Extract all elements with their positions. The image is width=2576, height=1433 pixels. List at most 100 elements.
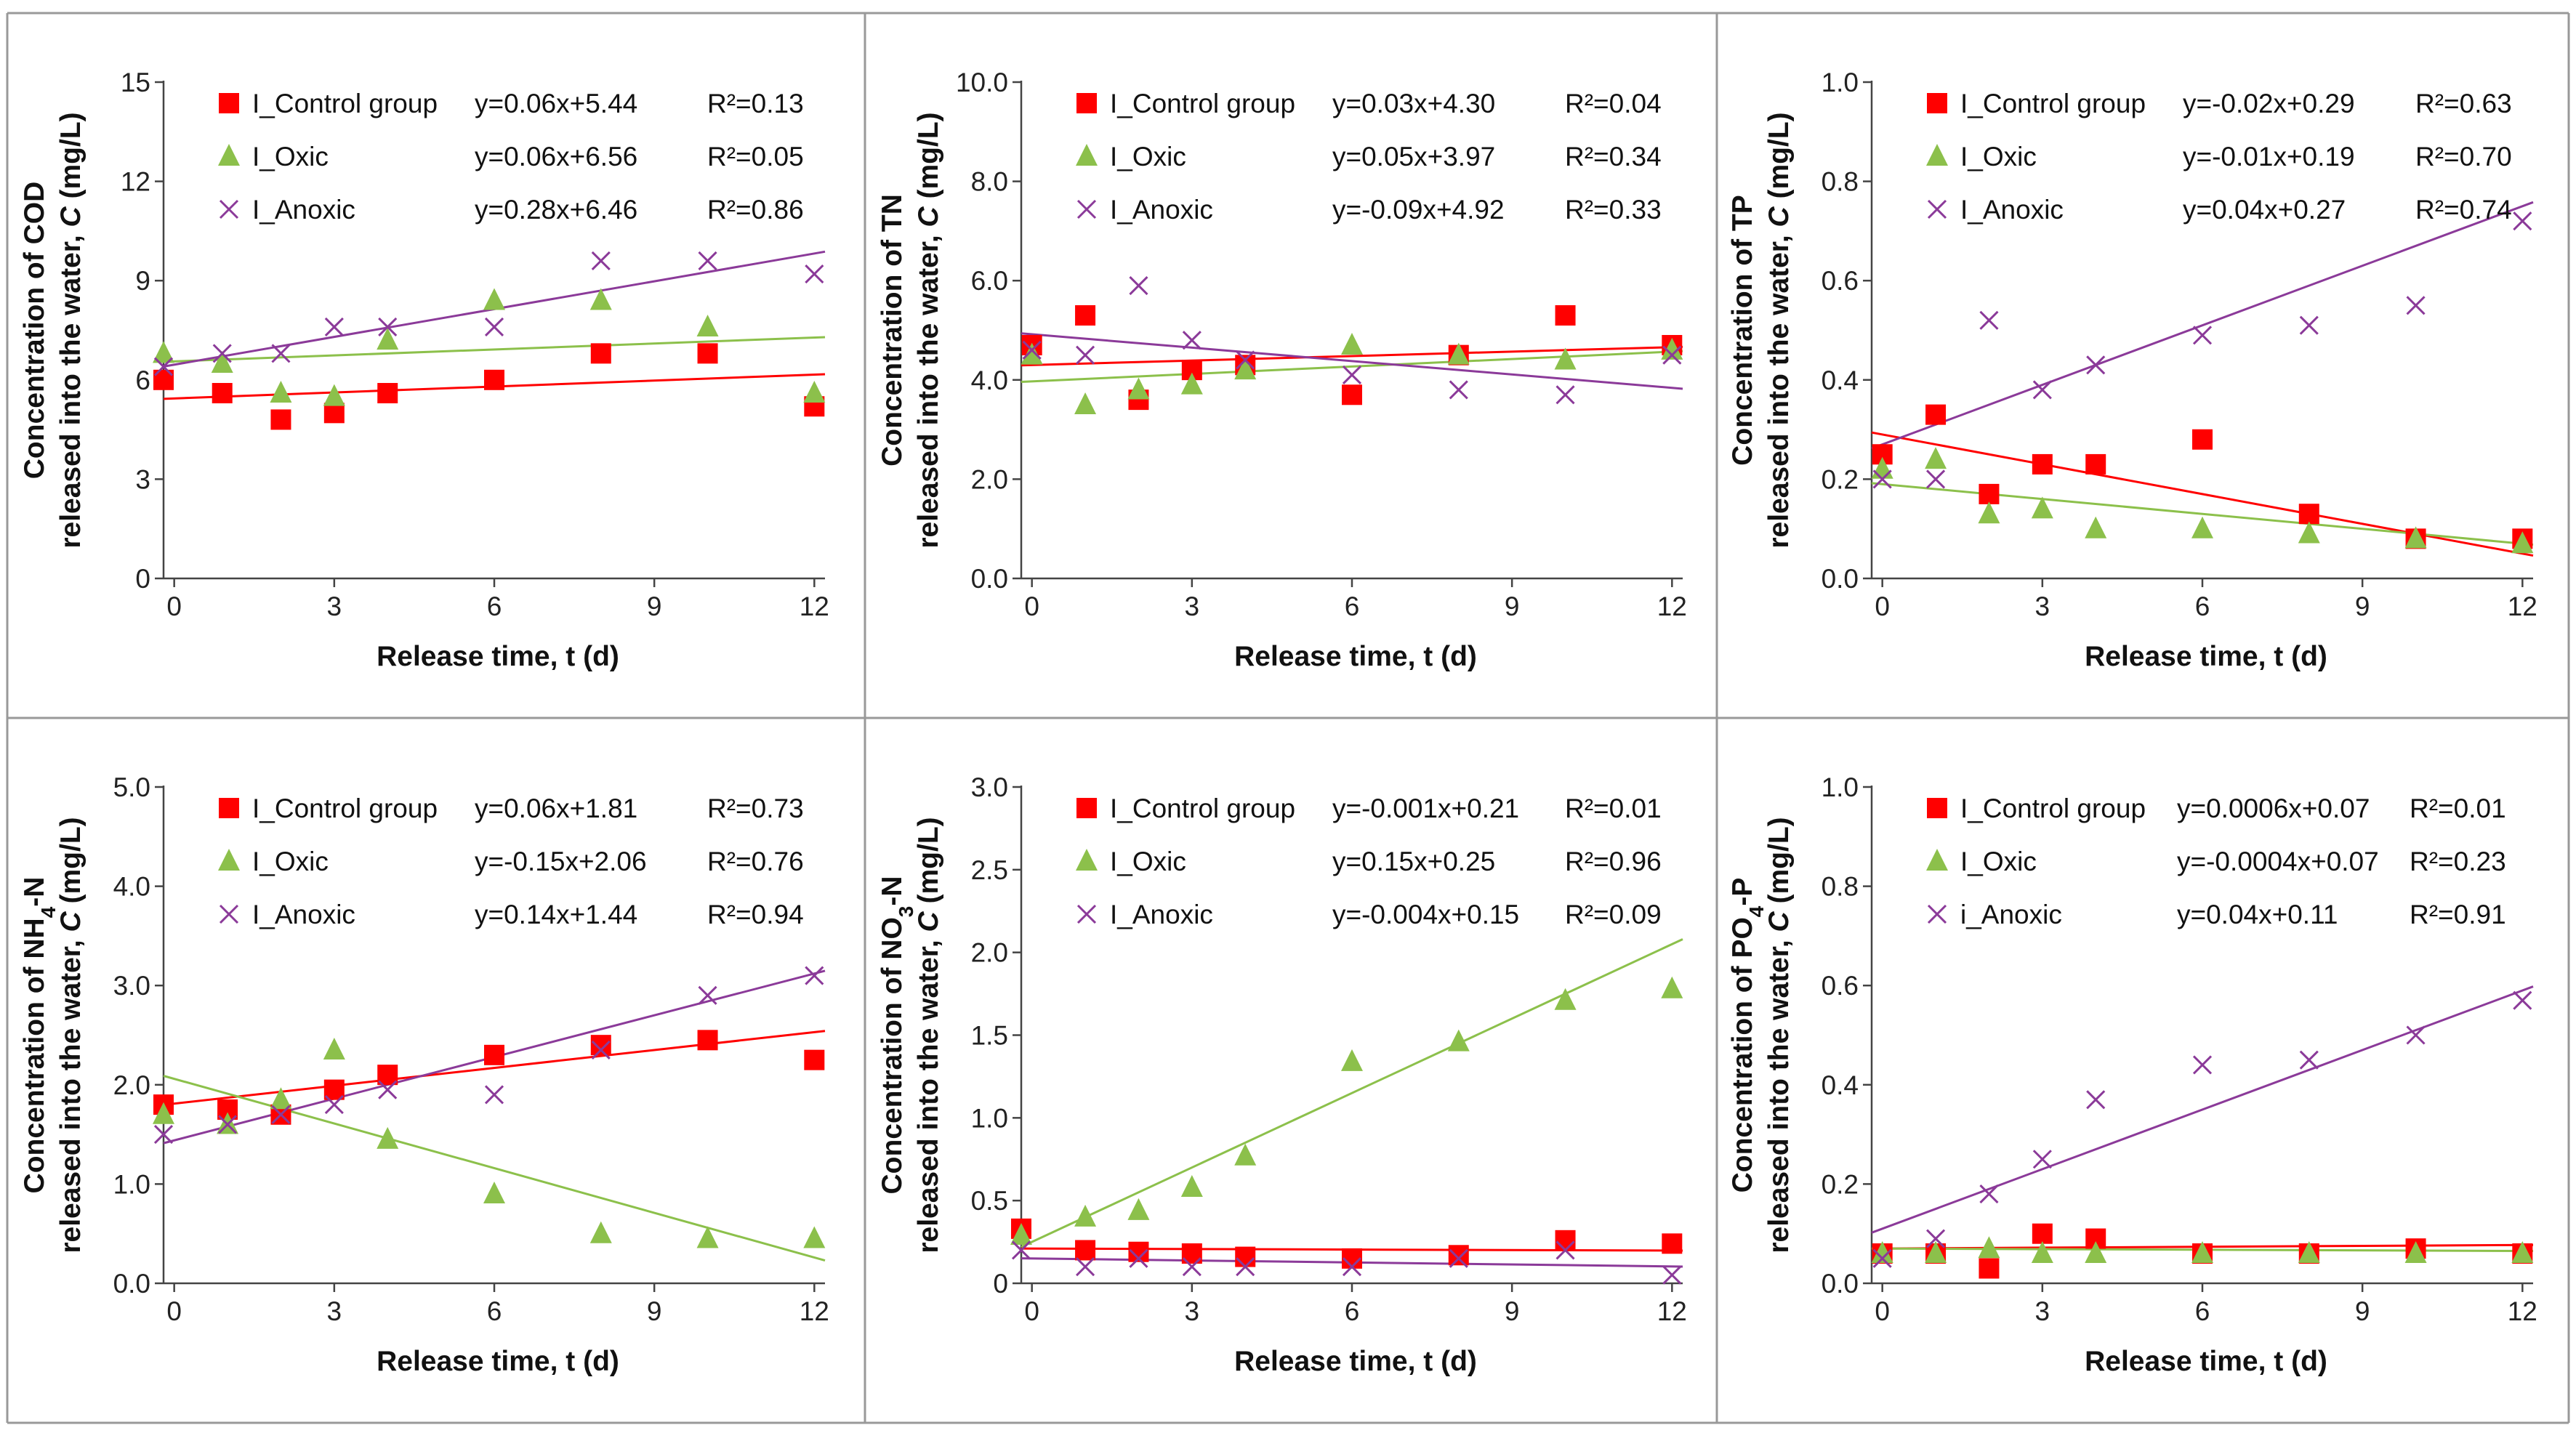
y-tick-label: 0.2 [1822, 1169, 1859, 1199]
data-point-oxic [153, 341, 174, 363]
legend-equation: y=0.28x+6.46 [475, 195, 637, 225]
legend-entry-oxic: I_Oxic y=-0.0004x+0.07 R²=0.23 [1926, 847, 2506, 876]
data-point-anoxic [1872, 469, 1892, 489]
data-point-anoxic [1925, 469, 1946, 489]
data-point-oxic [270, 381, 292, 403]
data-point-anoxic [2086, 1090, 2106, 1110]
legend-equation: y=0.14x+1.44 [475, 900, 637, 929]
y-tick-label: 0.8 [1822, 872, 1859, 902]
data-point-anoxic [1022, 340, 1042, 360]
data-point-control [1342, 384, 1362, 405]
data-point-control [2032, 1223, 2053, 1244]
y-axis-title-unit: (mg/L) [913, 817, 944, 911]
y-axis-title-line2: released into the water, [55, 932, 86, 1253]
x-tick-label: 9 [647, 1296, 662, 1326]
x-tick-label: 6 [487, 1296, 502, 1326]
data-point-anoxic [484, 317, 504, 337]
data-point-oxic [2511, 1241, 2534, 1264]
legend-entry-oxic: I_Oxic y=0.05x+3.97 R²=0.34 [1076, 142, 1662, 171]
legend-r-squared: R²=0.33 [1565, 195, 1662, 225]
y-axis-title-line2: released into the water, [55, 227, 86, 548]
x-tick-label: 0 [1024, 592, 1039, 621]
data-point-anoxic [212, 344, 232, 363]
chart-panel-1: 0 3 6 9 12 15 0 3 6 9 12 Release time, t (d) Concent… [19, 68, 829, 672]
data-point-oxic [1234, 1143, 1257, 1166]
x-tick-label: 0 [166, 1296, 182, 1326]
trend-line-anoxic [1021, 332, 1683, 390]
y-axis-title-line1: Concentration of NH [19, 918, 50, 1193]
legend-series-name: I_Oxic [1960, 847, 2037, 876]
data-point-control [1979, 1258, 2000, 1279]
legend-marker [1076, 798, 1097, 818]
data-point-anoxic [1979, 310, 1999, 330]
data-point-oxic [1234, 358, 1257, 380]
data-point-anoxic [1555, 385, 1575, 405]
x-axis-title: Release time, t (d) [2085, 641, 2327, 672]
x-tick-label: 9 [1505, 1296, 1520, 1326]
data-point-anoxic [2032, 1150, 2052, 1169]
data-point-anoxic [2406, 1025, 2426, 1045]
data-point-anoxic [698, 985, 717, 1005]
data-point-anoxic [698, 251, 717, 270]
x-tick-label: 6 [1345, 592, 1360, 621]
y-axis-title-subscript: 4 [37, 906, 60, 918]
data-point-oxic [1180, 372, 1203, 395]
y-axis-title-italic: C [1763, 206, 1795, 227]
data-point-anoxic [805, 265, 824, 284]
y-tick-label: 9 [135, 266, 150, 296]
x-tick-label: 3 [1185, 592, 1200, 621]
data-point-control [484, 369, 504, 390]
x-tick-label: 12 [1657, 592, 1687, 621]
y-axis-title-unit: (mg/L) [1763, 817, 1795, 911]
data-point-oxic [1661, 976, 1683, 998]
x-axis-title: Release time, t (d) [1234, 1346, 1477, 1377]
data-point-oxic [803, 381, 826, 403]
data-point-oxic [2511, 531, 2534, 554]
data-point-anoxic [591, 1040, 611, 1060]
legend-r-squared: R²=0.86 [707, 195, 804, 225]
y-tick-label: 2.0 [971, 938, 1008, 968]
data-point-oxic [2191, 516, 2213, 538]
y-tick-label: 2.0 [971, 464, 1008, 494]
data-point-oxic [589, 288, 612, 310]
legend-series-name: I_Anoxic [252, 900, 355, 929]
data-point-oxic [1925, 1241, 1947, 1264]
data-point-anoxic [2299, 1050, 2319, 1070]
legend-entry-oxic: I_Oxic y=0.15x+0.25 R²=0.96 [1076, 847, 1662, 876]
legend-marker [1926, 144, 1948, 166]
data-point-control [1075, 305, 1096, 326]
y-axis-title-italic: C [913, 911, 944, 932]
data-point-oxic [2191, 1241, 2213, 1264]
data-point-control [1555, 1230, 1576, 1251]
y-axis-title-line1: Concentration of TP [1727, 195, 1758, 466]
data-point-control [323, 403, 345, 424]
trend-line-oxic [163, 1075, 826, 1262]
legend-entry-anoxic: I_Anoxic y=0.28x+6.46 R²=0.86 [219, 195, 804, 225]
data-point-anoxic [378, 1080, 398, 1099]
x-tick-label: 0 [166, 592, 182, 621]
x-tick-label: 3 [327, 1296, 342, 1326]
legend-entry-oxic: I_Oxic y=0.06x+6.56 R²=0.05 [218, 142, 804, 171]
data-point-anoxic [2192, 1055, 2213, 1075]
data-point-oxic [1127, 377, 1150, 400]
legend-marker [218, 849, 240, 871]
data-point-anoxic [1236, 350, 1255, 370]
legend-r-squared: R²=0.96 [1565, 847, 1662, 876]
legend-r-squared: R²=0.63 [2415, 89, 2512, 118]
data-point-anoxic [378, 317, 398, 337]
legend-marker [219, 798, 239, 818]
legend-r-squared: R²=0.74 [2415, 195, 2512, 225]
y-tick-label: 3.0 [971, 772, 1008, 802]
data-point-anoxic [2513, 211, 2532, 231]
data-point-anoxic [805, 966, 824, 985]
data-point-oxic [483, 288, 505, 310]
legend-marker [1927, 199, 1947, 219]
legend-r-squared: R²=0.73 [707, 794, 804, 823]
chart-panel-5: 0 0.5 1.0 1.5 2.0 2.5 3.0 0 3 6 9 12 Release time, t… [877, 772, 1687, 1377]
y-tick-label: 1.0 [113, 1169, 150, 1199]
data-point-control [804, 1049, 825, 1070]
data-point-oxic [1010, 1222, 1032, 1245]
data-point-oxic [1341, 1049, 1363, 1071]
y-tick-label: 2.0 [113, 1070, 150, 1100]
legend-series-name: I_Oxic [252, 142, 329, 171]
